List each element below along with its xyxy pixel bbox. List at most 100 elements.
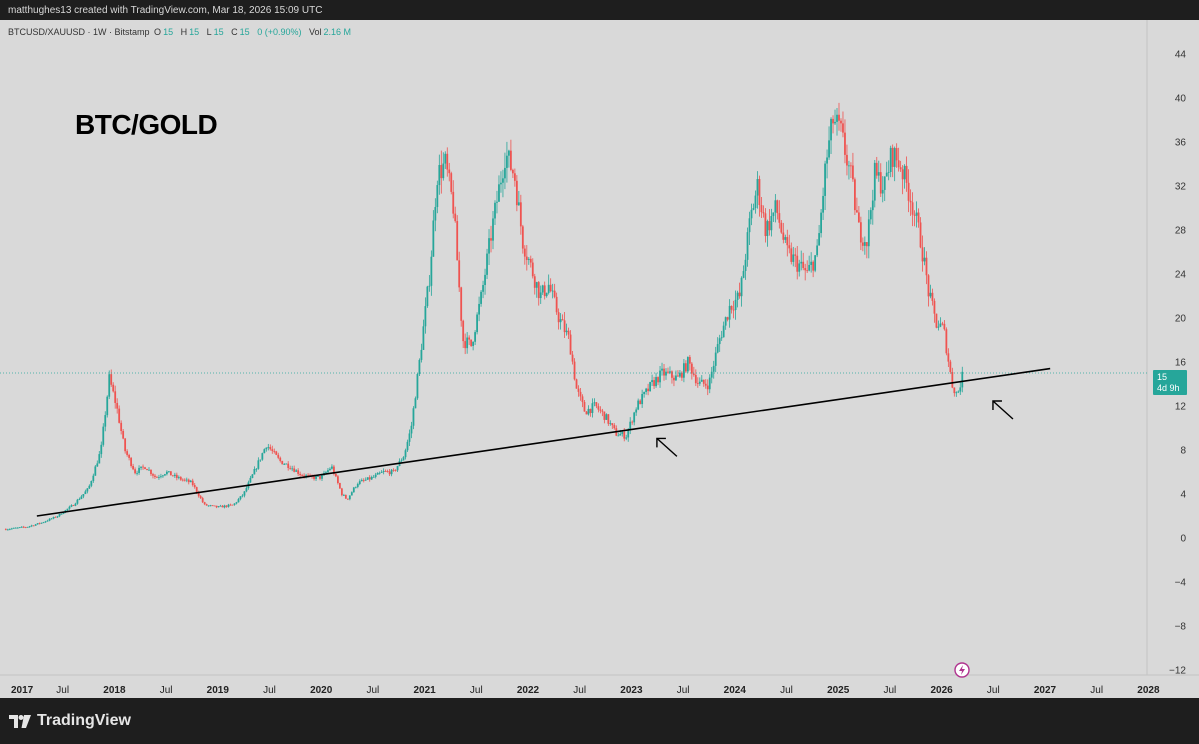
candle-body: [565, 330, 568, 333]
candle-body: [267, 447, 270, 448]
candle-body: [756, 179, 759, 196]
x-tick-label: 2020: [310, 685, 333, 696]
candle-body: [857, 212, 860, 223]
candle-body: [301, 475, 304, 476]
candle-body: [623, 431, 626, 439]
candle-body: [315, 476, 317, 479]
candle-body: [770, 216, 773, 231]
candle-body: [649, 382, 651, 392]
candle-body: [76, 499, 79, 504]
candle-body: [329, 468, 331, 471]
x-tick-label: Jul: [1090, 685, 1103, 696]
candle-body: [372, 476, 375, 478]
candle-body: [720, 337, 723, 339]
candle-body: [959, 387, 962, 392]
candle-body: [667, 371, 669, 373]
candle-body: [217, 506, 220, 508]
candle-body: [786, 237, 789, 246]
chart-area[interactable]: 44 40 36 32 28 24 20 16 12 8 4 0 −4 −8 −12 2017 Jul 2018 J…: [0, 20, 1199, 698]
candle-body: [428, 285, 431, 287]
candle-body: [513, 173, 516, 181]
candle-body: [171, 475, 174, 477]
candle-body: [416, 374, 419, 399]
candle-body: [257, 460, 260, 469]
arrow-annotation[interactable]: [992, 400, 1014, 420]
candle-body: [599, 409, 602, 411]
candle-body: [181, 479, 184, 481]
candle-body: [237, 499, 240, 503]
candle-body: [840, 120, 842, 124]
y-tick-label: −8: [1175, 622, 1187, 633]
support-trendline[interactable]: [36, 367, 1051, 517]
arrow-annotation[interactable]: [656, 437, 678, 457]
candle-body: [313, 476, 315, 479]
candle-body: [762, 212, 765, 214]
candle-body: [66, 508, 69, 511]
candle-body: [802, 261, 805, 269]
candle-body: [812, 261, 815, 271]
candle-body: [724, 317, 727, 326]
candle-body: [179, 477, 182, 480]
candle-body: [633, 412, 636, 423]
candle-body: [482, 285, 484, 292]
candle-body: [295, 470, 298, 472]
tradingview-brand[interactable]: TradingView: [9, 712, 131, 730]
candle-body: [943, 323, 946, 330]
candle-body: [46, 520, 49, 522]
candle-body: [227, 504, 230, 507]
candle-body: [94, 466, 97, 476]
volume-label: Vol: [309, 27, 322, 37]
candle-body: [852, 165, 854, 180]
y-tick-label: 40: [1175, 94, 1187, 105]
candle-body: [404, 450, 407, 458]
candle-body: [836, 114, 838, 122]
candle-body: [418, 359, 421, 375]
candle-body: [319, 476, 321, 479]
lightning-bolt-icon[interactable]: [954, 662, 970, 678]
candle-body: [790, 248, 793, 262]
candle-body: [215, 505, 218, 508]
candle-body: [555, 296, 558, 313]
candle-body: [517, 202, 520, 206]
candle-body: [575, 379, 578, 389]
candle-body: [551, 290, 554, 292]
candle-body: [605, 414, 608, 420]
candle-body: [736, 292, 739, 300]
candle-body: [682, 363, 685, 378]
candle-body: [396, 465, 399, 471]
candle-body: [476, 314, 478, 333]
candle-body: [798, 263, 801, 272]
candle-body: [185, 479, 188, 481]
candle-body: [816, 245, 819, 256]
candle-body: [500, 182, 502, 185]
candle-body: [643, 391, 646, 395]
candle-body: [698, 381, 701, 384]
candle-body: [818, 233, 821, 246]
symbol-info[interactable]: BTCUSD/XAUUSD · 1W · Bitstamp: [8, 27, 150, 37]
candle-body: [448, 169, 451, 174]
candle-body: [456, 221, 459, 261]
candle-body: [34, 524, 37, 526]
candle-body: [165, 471, 168, 475]
candle-body: [265, 447, 268, 450]
candle-body: [907, 182, 910, 201]
candle-body: [784, 237, 787, 240]
candle-body: [957, 391, 960, 393]
candle-body: [245, 488, 248, 492]
candle-body: [917, 212, 920, 223]
candle-body: [380, 471, 383, 473]
candle-body: [854, 179, 856, 211]
candle-body: [788, 245, 791, 249]
candle-body: [98, 454, 101, 464]
candle-body: [142, 466, 144, 468]
candle-body: [935, 313, 938, 328]
candle-body: [504, 167, 506, 179]
chart-text-title[interactable]: BTC/GOLD: [75, 109, 218, 140]
x-tick-label: Jul: [987, 685, 1000, 696]
x-tick-label: Jul: [884, 685, 897, 696]
high-label: H: [180, 27, 188, 37]
candle-body: [585, 411, 588, 415]
candle-body: [692, 373, 695, 375]
